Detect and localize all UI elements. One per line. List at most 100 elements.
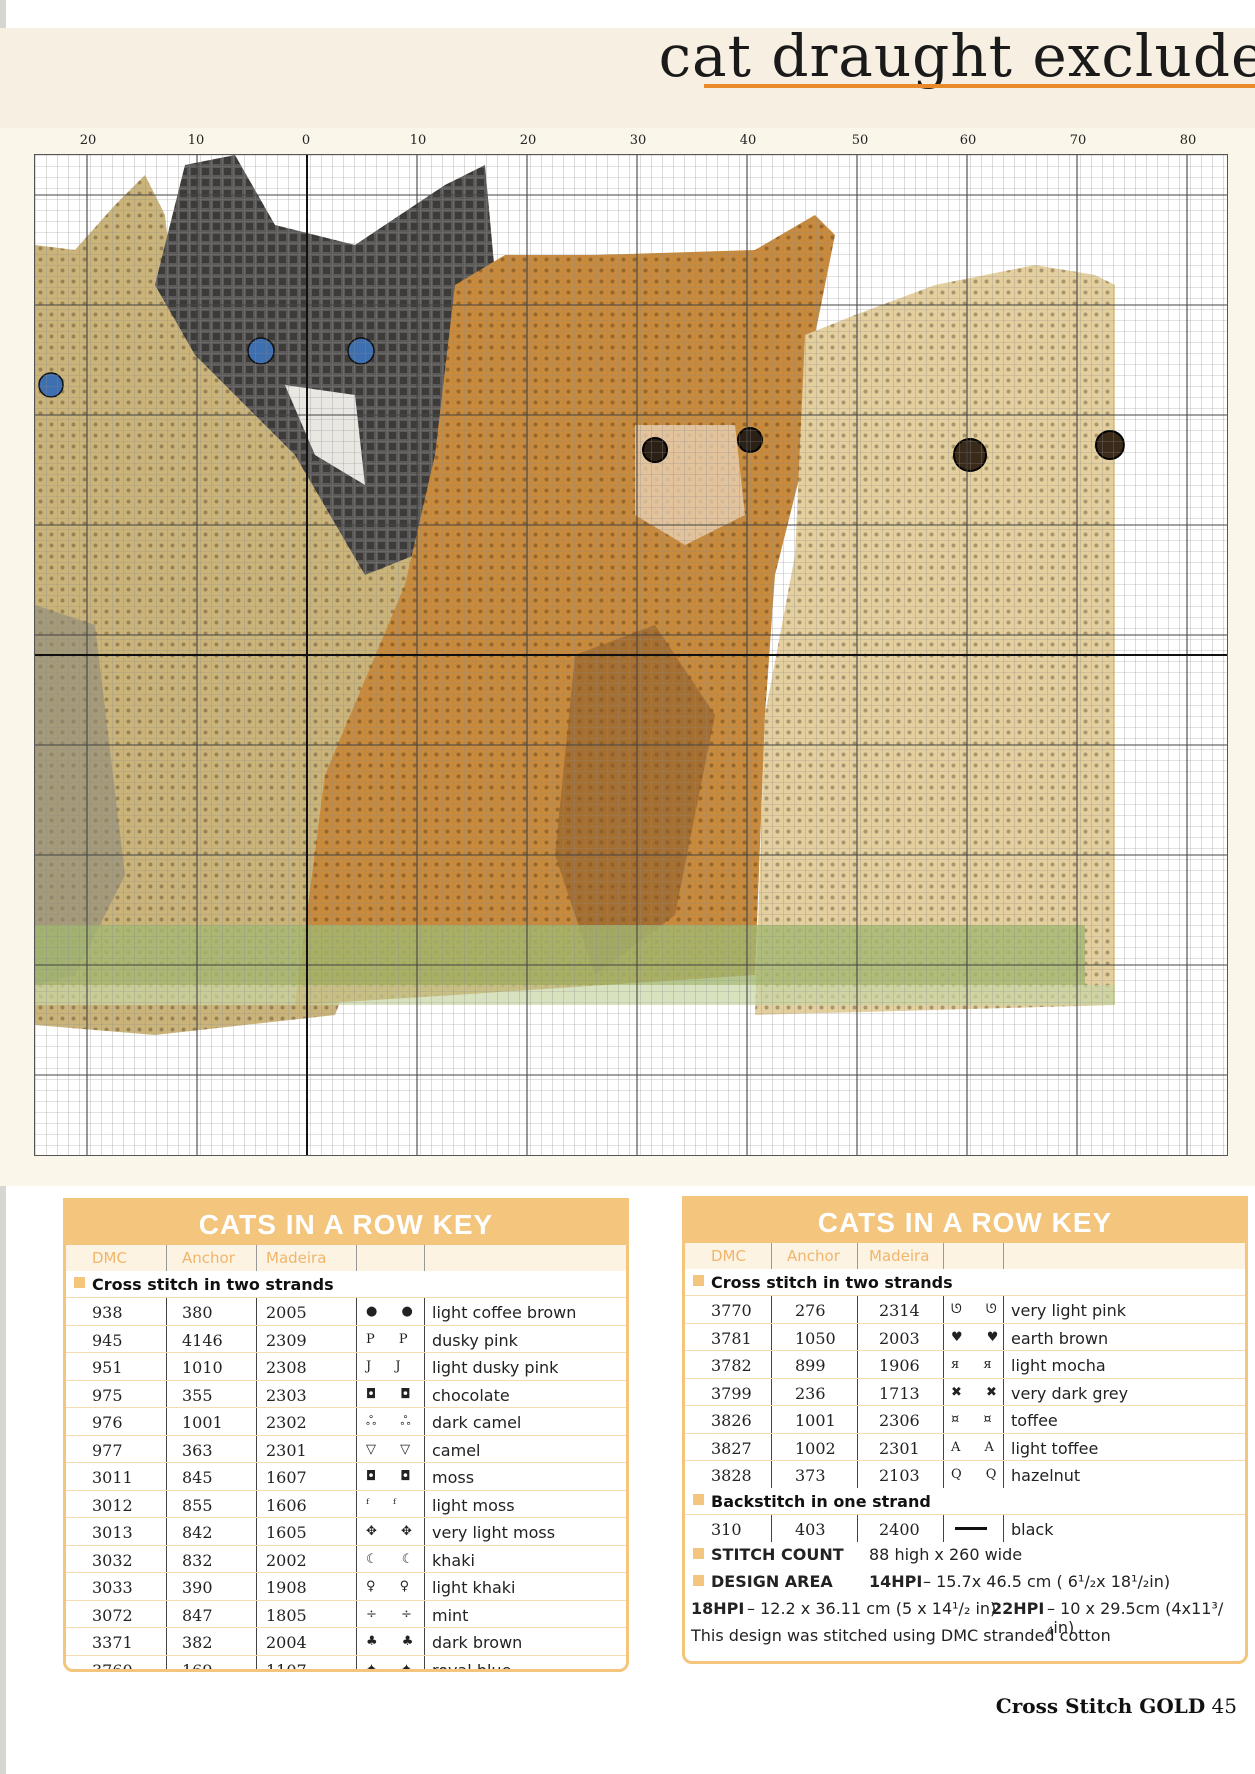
color-name: khaki	[432, 1550, 475, 1570]
dmc-code: 977	[92, 1440, 123, 1460]
key-row: 3032 832 2002 ☾ ☾ khaki	[66, 1544, 626, 1573]
column-divider	[166, 1245, 167, 1271]
anchor-code: 363	[182, 1440, 213, 1460]
design-area-label: DESIGN AREA	[711, 1572, 833, 1591]
color-name: very dark grey	[1011, 1383, 1129, 1403]
key-title: CATS IN A ROW KEY	[685, 1199, 1245, 1243]
cell-divider	[771, 1461, 772, 1488]
madeira-code: 1107	[266, 1660, 307, 1672]
cell-divider	[166, 1628, 167, 1655]
dmc-code: 951	[92, 1358, 123, 1377]
column-dmc: DMC	[711, 1247, 746, 1265]
dmc-code: 3799	[711, 1383, 752, 1403]
cell-divider	[356, 1518, 357, 1545]
cell-divider	[857, 1378, 858, 1406]
cell-divider	[356, 1325, 357, 1353]
madeira-code: 2103	[879, 1466, 920, 1485]
cell-divider	[256, 1408, 257, 1435]
anchor-code: 1001	[182, 1413, 223, 1432]
color-name: light khaki	[432, 1578, 516, 1597]
cell-divider	[424, 1435, 425, 1463]
cell-divider	[356, 1435, 357, 1463]
cell-divider	[424, 1380, 425, 1408]
color-name: moss	[432, 1468, 475, 1487]
key-row: 3371 382 2004 ♣ ♣ dark brown	[66, 1627, 626, 1655]
cell-divider	[943, 1433, 944, 1461]
column-anchor: Anchor	[182, 1249, 235, 1267]
cross-stitch-chart	[34, 154, 1228, 1156]
title-underline	[704, 84, 1255, 88]
cell-divider	[857, 1514, 858, 1542]
cell-divider	[1003, 1323, 1004, 1351]
key-row: 3013 842 1605 ✥ ✥ very light moss	[66, 1517, 626, 1545]
cell-divider	[424, 1655, 425, 1669]
section-marker	[74, 1277, 85, 1288]
madeira-code: 2302	[266, 1413, 307, 1432]
cell-divider	[1003, 1296, 1004, 1323]
cell-divider	[424, 1353, 425, 1380]
key-column-headers: DMC Anchor Madeira	[685, 1243, 1245, 1269]
cell-divider	[356, 1573, 357, 1600]
column-anchor: Anchor	[787, 1247, 840, 1265]
key-row: 976 1001 2302 ஃ ஃ dark camel	[66, 1407, 626, 1435]
stitch-count-value: 88 high x 260 wide	[869, 1545, 1023, 1564]
cell-divider	[356, 1628, 357, 1655]
section-marker	[693, 1275, 704, 1286]
stitch-symbol: ◘ ◘	[366, 1469, 421, 1484]
page-number: 45	[1211, 1694, 1237, 1718]
stitch-symbol: ✥ ✥	[366, 1524, 422, 1539]
dmc-code: 3827	[711, 1438, 752, 1458]
cell-divider	[166, 1463, 167, 1490]
anchor-code: 169	[182, 1660, 213, 1672]
left-key-rows: 938 380 2005 ● ● light coffee brown 945 4146 23…	[66, 1297, 626, 1672]
cell-divider	[356, 1655, 357, 1669]
anchor-code: 855	[182, 1495, 213, 1515]
stitch-symbol: ◘ ◘	[366, 1386, 421, 1402]
key-row: 3782 899 1906 я я light mocha	[685, 1350, 1245, 1378]
backstitch-line-symbol	[955, 1526, 987, 1530]
madeira-code: 2301	[879, 1438, 920, 1458]
cell-divider	[256, 1518, 257, 1545]
cell-divider	[424, 1325, 425, 1353]
madeira-code: 2301	[266, 1440, 307, 1460]
dmc-code: 3012	[92, 1495, 133, 1515]
key-row: 951 1010 2308 J J light dusky pink	[66, 1352, 626, 1380]
cell-divider	[356, 1408, 357, 1435]
right-key-rows: 3770 276 2314 ᘎ ᘎ very light pink 3781 1050 200…	[685, 1295, 1245, 1488]
column-madeira: Madeira	[266, 1249, 327, 1267]
madeira-code: 2002	[266, 1550, 307, 1570]
color-name: dusky pink	[432, 1330, 518, 1350]
cell-divider	[771, 1514, 772, 1542]
column-divider	[857, 1243, 858, 1269]
stitch-symbol: J J	[366, 1359, 411, 1374]
key-row: 3799 236 1713 ✖ ✖ very dark grey	[685, 1377, 1245, 1406]
cell-divider	[857, 1296, 858, 1323]
stitch-symbol: ✖ ✖	[951, 1384, 1007, 1400]
cell-divider	[166, 1325, 167, 1353]
madeira-code: 1908	[266, 1578, 307, 1597]
anchor-code: 842	[182, 1523, 213, 1542]
madeira-code: 1605	[266, 1523, 307, 1542]
color-name: earth brown	[1011, 1328, 1109, 1348]
cell-divider	[1003, 1433, 1004, 1461]
cell-divider	[256, 1490, 257, 1518]
cell-divider	[943, 1351, 944, 1378]
madeira-code: 2308	[266, 1358, 307, 1377]
color-name: toffee	[1011, 1411, 1058, 1430]
madeira-code: 2003	[879, 1328, 920, 1348]
column-madeira: Madeira	[869, 1247, 930, 1265]
stitch-symbol: ᶠ ᶠ	[366, 1496, 406, 1512]
madeira-code: 1606	[266, 1495, 307, 1515]
cell-divider	[166, 1353, 167, 1380]
axis-number: 60	[959, 133, 977, 148]
cell-divider	[943, 1461, 944, 1488]
madeira-code: 2314	[879, 1301, 920, 1320]
key-row: 3011 845 1607 ◘ ◘ moss	[66, 1462, 626, 1490]
cell-divider	[356, 1600, 357, 1628]
cell-divider	[943, 1514, 944, 1542]
cell-divider	[356, 1545, 357, 1573]
stitch-symbol: A A	[951, 1439, 1004, 1455]
column-divider	[943, 1243, 944, 1269]
anchor-code: 390	[182, 1578, 213, 1597]
cell-divider	[943, 1323, 944, 1351]
